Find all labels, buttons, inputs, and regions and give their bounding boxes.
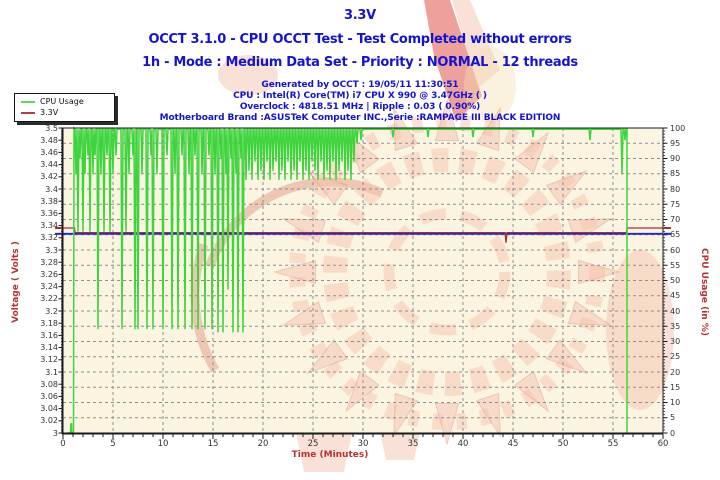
watermark-ray — [434, 403, 460, 446]
y-axis-left-title: Voltage ( Volts ) — [11, 241, 21, 323]
watermark-ray — [434, 98, 460, 141]
legend: CPU Usage 3.3V — [14, 93, 115, 122]
watermark-ray — [578, 259, 621, 285]
watermark-ray — [567, 300, 613, 326]
legend-swatch-voltage — [21, 111, 35, 114]
info-generated: Generated by OCCT : 19/05/11 11:30:51 — [261, 80, 459, 90]
legend-swatch-cpu-usage — [21, 100, 35, 103]
data-series — [63, 125, 663, 434]
watermark-ray — [514, 131, 550, 174]
cpu-usage-line — [67, 125, 628, 434]
watermark-ray — [475, 392, 501, 438]
chart-subtitle: OCCT 3.1.0 - CPU OCCT Test - Test Comple… — [148, 32, 572, 47]
gridlines — [63, 128, 663, 433]
info-motherboard: Motherboard Brand :ASUSTeK Computer INC.… — [159, 113, 561, 123]
legend-label-voltage: 3.3V — [40, 108, 59, 117]
watermark-ray — [344, 370, 380, 413]
watermark-ray — [545, 169, 588, 205]
y-axis-right-title: CPU Usage (in %) — [699, 248, 709, 336]
chart-subtitle2: 1h - Mode : Medium Data Set - Priority :… — [142, 55, 578, 70]
legend-item-voltage: 3.3V — [21, 107, 114, 118]
watermark-graphic — [190, 0, 674, 472]
legend-label-cpu-usage: CPU Usage — [40, 97, 84, 106]
watermark-ray — [514, 370, 550, 413]
info-overclock: Overclock : 4818.51 MHz | Ripple : 0.03 … — [239, 102, 481, 112]
legend-item-cpu-usage: CPU Usage — [21, 96, 114, 107]
watermark-ray — [281, 300, 327, 326]
watermark-ray — [273, 259, 316, 285]
chart-title: 3.3V — [344, 8, 376, 23]
axes — [55, 127, 671, 439]
info-cpu: CPU : Intel(R) Core(TM) i7 CPU X 990 @ 3… — [233, 91, 487, 101]
watermark-ray — [567, 218, 613, 244]
x-axis-title: Time (Minutes) — [291, 450, 369, 460]
